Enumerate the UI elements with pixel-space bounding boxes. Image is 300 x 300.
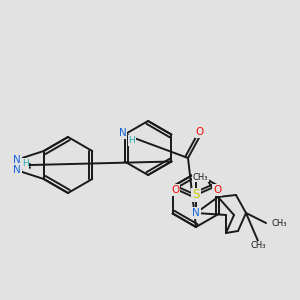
Text: O: O bbox=[171, 185, 179, 195]
Text: H: H bbox=[128, 136, 135, 145]
Text: N: N bbox=[192, 208, 200, 218]
Text: N: N bbox=[13, 165, 21, 175]
Text: N: N bbox=[13, 155, 21, 165]
Text: CH₃: CH₃ bbox=[272, 218, 287, 227]
Text: O: O bbox=[213, 185, 221, 195]
Text: S: S bbox=[192, 188, 200, 202]
Text: N: N bbox=[119, 128, 127, 139]
Text: O: O bbox=[196, 127, 204, 137]
Text: CH₃: CH₃ bbox=[250, 242, 266, 250]
Text: CH₃: CH₃ bbox=[193, 172, 208, 182]
Text: H: H bbox=[22, 159, 28, 168]
